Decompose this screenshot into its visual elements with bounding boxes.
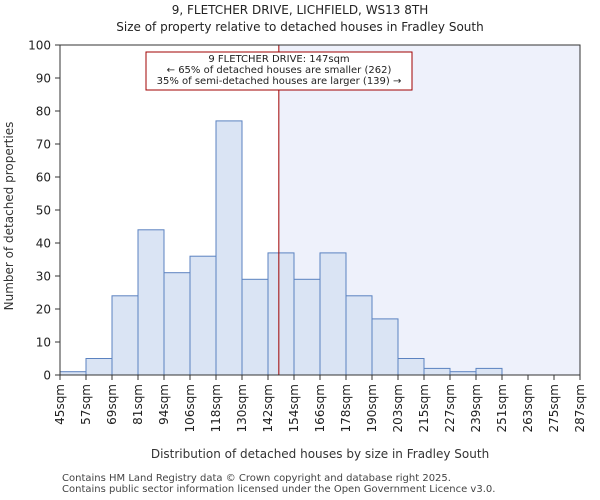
x-tick-label: 130sqm (235, 384, 249, 432)
bar-239sqm (475, 367, 503, 376)
bar-178sqm (345, 295, 373, 376)
x-tick-label: 178sqm (339, 384, 353, 432)
bar-106sqm (189, 255, 217, 376)
x-tick-label: 142sqm (261, 384, 275, 432)
x-tick-label: 275sqm (547, 384, 561, 432)
x-tick-label: 166sqm (313, 384, 327, 432)
y-axis-label: Number of detached properties (2, 122, 16, 311)
bar-215sqm (423, 367, 451, 376)
annotation-line-3: 35% of semi-detached houses are larger (… (157, 76, 402, 87)
x-tick-label: 69sqm (105, 384, 119, 425)
bar-190sqm (371, 318, 399, 376)
footer-copyright: Contains HM Land Registry data © Crown c… (62, 473, 451, 484)
bar-81sqm (137, 229, 165, 376)
annotation-box: 9 FLETCHER DRIVE: 147sqm ← 65% of detach… (145, 51, 413, 91)
y-tick-label: 60 (36, 171, 51, 185)
x-tick-label: 57sqm (79, 384, 93, 425)
bar-166sqm (319, 252, 347, 376)
x-tick-label: 154sqm (287, 384, 301, 432)
bar-203sqm (397, 358, 425, 376)
bar-130sqm (241, 278, 269, 376)
bar-118sqm (215, 120, 243, 376)
x-tick-label: 81sqm (131, 384, 145, 425)
x-tick-label: 215sqm (417, 384, 431, 432)
footer-licence: Contains public sector information licen… (62, 484, 496, 495)
y-tick-label: 30 (36, 270, 51, 284)
y-tick-label: 70 (36, 138, 51, 152)
y-tick-label: 40 (36, 237, 51, 251)
x-tick-label: 94sqm (157, 384, 171, 425)
bar-94sqm (163, 272, 191, 376)
x-tick-label: 263sqm (521, 384, 535, 432)
x-tick-label: 118sqm (209, 384, 223, 432)
y-tick-label: 50 (36, 204, 51, 218)
x-tick-label: 45sqm (53, 384, 67, 425)
annotation-line-2: ← 65% of detached houses are smaller (26… (167, 65, 392, 76)
y-tick-label: 20 (36, 303, 51, 317)
page-title: 9, FLETCHER DRIVE, LICHFIELD, WS13 8TH (171, 3, 429, 17)
annotation-line-1: 9 FLETCHER DRIVE: 147sqm (208, 54, 349, 65)
y-tick-label: 0 (43, 369, 51, 383)
chart-subtitle: Size of property relative to detached ho… (116, 20, 484, 34)
x-tick-label: 203sqm (391, 384, 405, 432)
bar-69sqm (111, 295, 139, 376)
x-tick-label: 190sqm (365, 384, 379, 432)
bar-154sqm (293, 278, 321, 376)
x-tick-label: 287sqm (573, 384, 587, 432)
y-tick-label: 10 (36, 336, 51, 350)
y-tick-label: 90 (36, 72, 51, 86)
bar-57sqm (85, 358, 113, 376)
x-axis-label: Distribution of detached houses by size … (151, 447, 489, 461)
bar-142sqm (267, 252, 295, 376)
x-tick-label: 251sqm (495, 384, 509, 432)
x-tick-label: 239sqm (469, 384, 483, 432)
x-tick-label: 227sqm (443, 384, 457, 432)
y-tick-label: 100 (28, 39, 51, 53)
y-tick-label: 80 (36, 105, 51, 119)
x-tick-label: 106sqm (183, 384, 197, 432)
